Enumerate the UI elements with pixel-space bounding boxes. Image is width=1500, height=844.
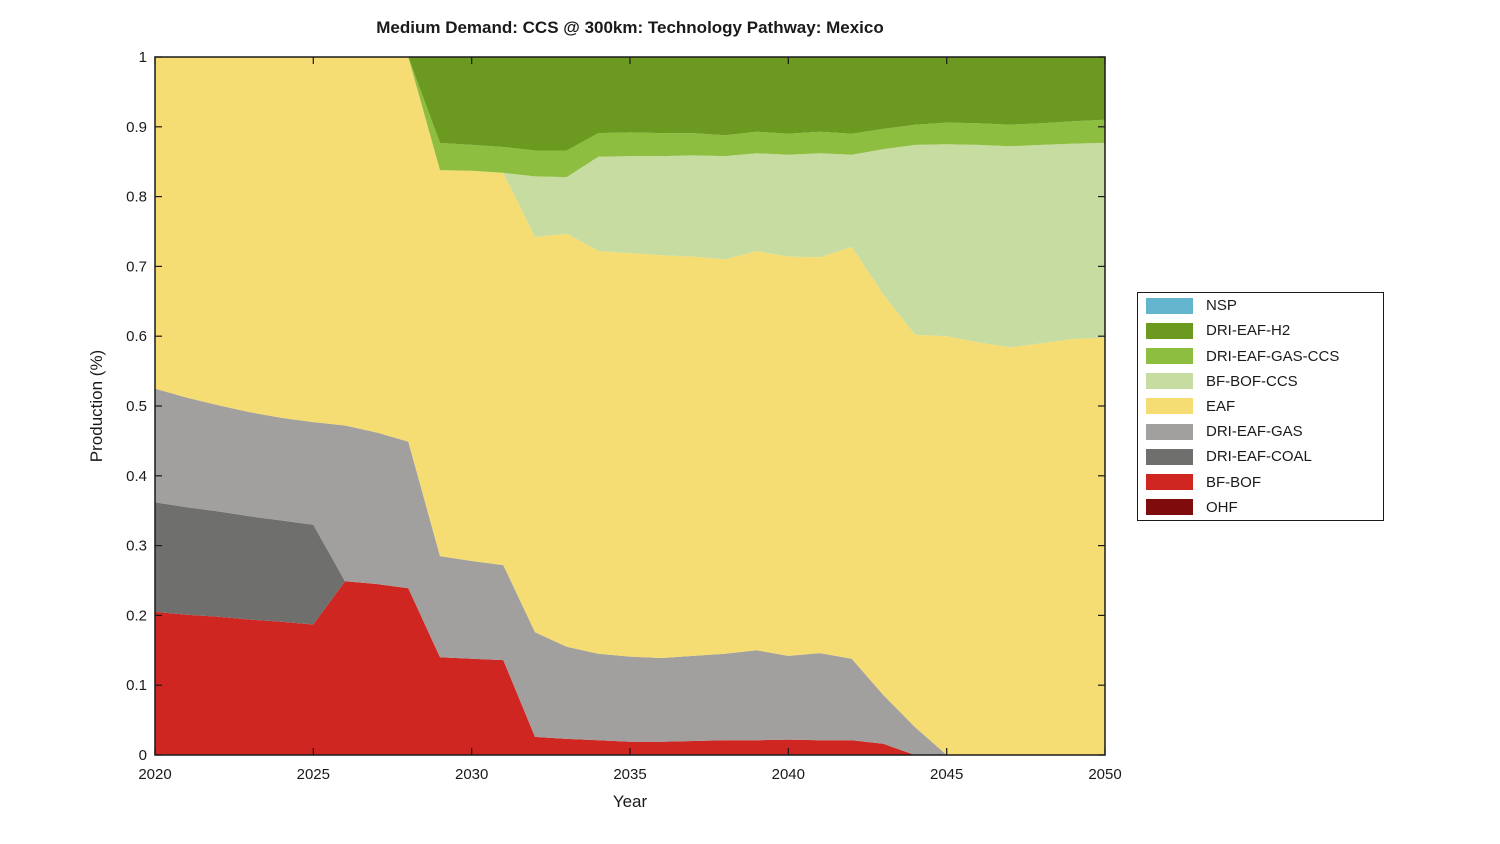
x-tick-label: 2040: [772, 766, 805, 783]
area-bf-bof: [155, 581, 1105, 755]
legend-label: DRI-EAF-GAS-CCS: [1206, 347, 1340, 365]
legend-item-eaf: EAF: [1138, 394, 1383, 419]
area-bf-bof-ccs: [155, 57, 1105, 348]
area-dri-eaf-gas: [155, 388, 1105, 755]
x-tick-label: 2035: [613, 766, 646, 783]
y-tick-label: 1: [139, 49, 147, 66]
legend-item-dri-eaf-h2: DRI-EAF-H2: [1138, 318, 1383, 343]
y-tick-label: 0.8: [126, 189, 147, 206]
x-tick-label: 2025: [297, 766, 330, 783]
legend-label: OHF: [1206, 498, 1238, 516]
y-tick-label: 0.7: [126, 258, 147, 275]
y-tick-label: 0.6: [126, 328, 147, 345]
area-eaf: [155, 57, 1105, 755]
legend-label: BF-BOF-CCS: [1206, 372, 1298, 390]
legend-item-nsp: NSP: [1138, 293, 1383, 318]
legend-item-ohf: OHF: [1138, 495, 1383, 520]
area-dri-eaf-h2: [155, 57, 1105, 151]
legend-swatch-nsp: [1146, 297, 1193, 314]
x-tick-label: 2030: [455, 766, 488, 783]
legend-label: BF-BOF: [1206, 473, 1261, 491]
y-tick-label: 0.3: [126, 538, 147, 555]
x-tick-label: 2045: [930, 766, 963, 783]
legend-swatch-bf-bof: [1146, 474, 1193, 491]
y-tick-label: 0: [139, 747, 147, 764]
legend-item-dri-eaf-gas: DRI-EAF-GAS: [1138, 419, 1383, 444]
legend-swatch-ohf: [1146, 499, 1193, 516]
y-tick-label: 0.4: [126, 468, 147, 485]
legend-item-dri-eaf-gas-ccs: DRI-EAF-GAS-CCS: [1138, 344, 1383, 369]
legend-item-bf-bof: BF-BOF: [1138, 470, 1383, 495]
legend-swatch-dri-eaf-h2: [1146, 322, 1193, 339]
x-axis-label: Year: [612, 792, 648, 811]
legend-label: EAF: [1206, 397, 1236, 415]
chart-title: Medium Demand: CCS @ 300km: Technology P…: [376, 18, 884, 37]
legend-label: NSP: [1206, 297, 1237, 315]
area-dri-eaf-coal: [155, 502, 1105, 755]
legend: NSP DRI-EAF-H2 DRI-EAF-GAS-CCS BF-BOF-CCS EA…: [1137, 292, 1384, 521]
legend-swatch-eaf: [1146, 398, 1193, 415]
y-tick-label: 0.5: [126, 398, 147, 415]
legend-swatch-dri-eaf-coal: [1146, 448, 1193, 465]
legend-label: DRI-EAF-GAS: [1206, 423, 1303, 441]
y-tick-label: 0.2: [126, 607, 147, 624]
legend-swatch-bf-bof-ccs: [1146, 373, 1193, 390]
x-tick-label: 2050: [1088, 766, 1121, 783]
y-tick-label: 0.1: [126, 677, 147, 694]
area-dri-eaf-gas-ccs: [155, 57, 1105, 178]
legend-item-dri-eaf-coal: DRI-EAF-COAL: [1138, 444, 1383, 469]
legend-label: DRI-EAF-H2: [1206, 322, 1291, 340]
legend-swatch-dri-eaf-gas-ccs: [1146, 348, 1193, 365]
legend-item-bf-bof-ccs: BF-BOF-CCS: [1138, 369, 1383, 394]
legend-swatch-dri-eaf-gas: [1146, 423, 1193, 440]
legend-label: DRI-EAF-COAL: [1206, 448, 1312, 466]
x-tick-label: 2020: [138, 766, 171, 783]
y-tick-label: 0.9: [126, 119, 147, 136]
